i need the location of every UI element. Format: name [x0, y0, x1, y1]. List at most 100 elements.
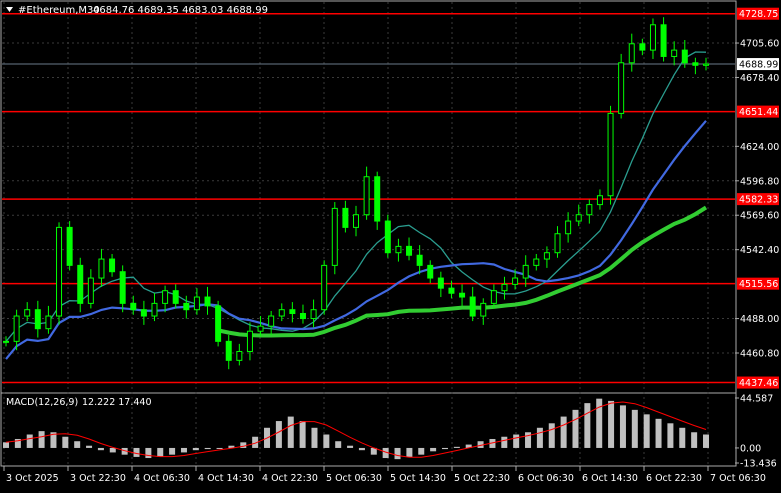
- macd-bar: [50, 432, 57, 448]
- candle-body: [554, 233, 561, 254]
- macd-bar: [703, 434, 709, 448]
- time-tick-label: 3 Oct 2025: [6, 473, 59, 484]
- candle-body: [45, 315, 52, 330]
- ohlc-values: 4684.76 4689.35 4683.03 4688.99: [93, 5, 268, 16]
- candle-body: [257, 325, 264, 332]
- candle-body: [565, 220, 572, 235]
- price-tick-label: 4542.40: [740, 245, 779, 256]
- candle-body: [246, 330, 253, 352]
- macd-label: MACD(12,26,9): [6, 397, 78, 408]
- price-tick-label: 4624.00: [740, 142, 779, 153]
- macd-bar: [453, 446, 460, 448]
- macd-bar: [501, 436, 508, 448]
- candle-body: [109, 258, 116, 273]
- candle-body: [151, 302, 158, 317]
- candle-body: [321, 264, 328, 311]
- price-tick-label: 4678.40: [740, 73, 779, 84]
- macd-bar: [525, 432, 532, 448]
- candle-body: [406, 245, 413, 256]
- candle-body: [384, 220, 391, 254]
- macd-bar: [169, 447, 176, 455]
- symbol-label[interactable]: #Ethereum,M30: [18, 5, 100, 16]
- candle-body: [395, 245, 402, 254]
- time-tick-label: 4 Oct 22:30: [262, 473, 318, 484]
- macd-bar: [619, 405, 626, 448]
- candle-body: [342, 207, 349, 228]
- candle-body: [512, 277, 519, 285]
- level-price-label-bg: [737, 376, 779, 389]
- candle-body: [480, 302, 487, 317]
- time-axis: 3 Oct 2025 3 Oct 22:30 4 Oct 06:30 4 Oct 14…: [3, 466, 766, 484]
- macd-bar: [489, 438, 496, 448]
- candle-body: [24, 309, 31, 317]
- level-price-label-bg: [737, 277, 779, 290]
- candle-body: [34, 309, 41, 330]
- macd-bar: [370, 447, 377, 455]
- macd-bar: [216, 447, 223, 449]
- macd-bar: [394, 447, 401, 460]
- candle-body: [374, 176, 381, 222]
- current-price-label: 4688.99: [739, 60, 778, 71]
- candle-body: [618, 62, 625, 114]
- macd-values: 12.222 17.440: [82, 397, 152, 408]
- candle-body: [130, 302, 137, 311]
- candle-body: [459, 292, 466, 298]
- level-price-label-bg: [737, 193, 779, 206]
- candle-body: [13, 315, 20, 342]
- current-price-label-bg: [737, 58, 779, 71]
- candle-body: [98, 258, 105, 279]
- macd-bar: [299, 421, 306, 448]
- macd-bar: [465, 444, 472, 448]
- candle-body: [703, 63, 709, 66]
- price-tick-label: 4569.60: [740, 211, 779, 222]
- level-price-label: 4582.33: [739, 195, 778, 206]
- horizontal-levels[interactable]: 4728.75 4651.44 4582.33 4515.56 4437.46 4688.…: [2, 7, 779, 389]
- macd-bar: [133, 447, 140, 457]
- price-tick-label: 4596.80: [740, 176, 779, 187]
- macd-histogram: 44.587 0.00 -13.436: [3, 394, 777, 470]
- macd-bar: [347, 445, 354, 448]
- macd-bar: [287, 416, 294, 448]
- macd-bar: [97, 447, 104, 451]
- candle-body: [649, 24, 656, 51]
- candle-body: [469, 296, 476, 317]
- candle-body: [416, 254, 423, 266]
- level-price-label-bg: [737, 105, 779, 118]
- time-tick-label: 5 Oct 06:30: [326, 473, 382, 484]
- macd-bar: [26, 434, 33, 448]
- candle-body: [607, 112, 614, 197]
- macd-bar: [691, 432, 698, 448]
- candle-body: [225, 340, 232, 361]
- macd-bar: [121, 447, 128, 455]
- candle-body: [586, 204, 593, 216]
- candle-body: [363, 176, 370, 216]
- ma-slow-line: [217, 205, 708, 338]
- candle-body: [162, 290, 169, 304]
- candle-body: [87, 277, 94, 304]
- candle-body: [299, 312, 306, 320]
- candle-body: [448, 287, 455, 294]
- candle-body: [522, 264, 529, 279]
- symbol-dropdown-icon[interactable]: [6, 7, 13, 12]
- candle-body: [172, 290, 179, 304]
- macd-bar: [608, 400, 615, 448]
- price-axis: 4705.60 4678.40 4624.00 4596.80 4569.60 4542.…: [735, 39, 779, 360]
- macd-bar: [572, 409, 579, 448]
- candle-body: [3, 340, 9, 343]
- candle-body: [533, 258, 540, 266]
- macd-plot-frame: [0, 392, 737, 467]
- macd-bar: [74, 441, 81, 448]
- candle-body: [310, 309, 317, 320]
- candle-body: [215, 305, 222, 342]
- macd-bar: [192, 447, 199, 451]
- candle-body: [289, 309, 296, 314]
- candle-body: [543, 252, 550, 260]
- candle-body: [193, 296, 200, 311]
- level-price-label: 4515.56: [739, 279, 778, 290]
- time-tick-label: 7 Oct 06:30: [710, 473, 766, 484]
- price-tick-label: 4705.60: [740, 39, 779, 50]
- macd-bar: [667, 423, 674, 448]
- macd-bar: [3, 442, 9, 448]
